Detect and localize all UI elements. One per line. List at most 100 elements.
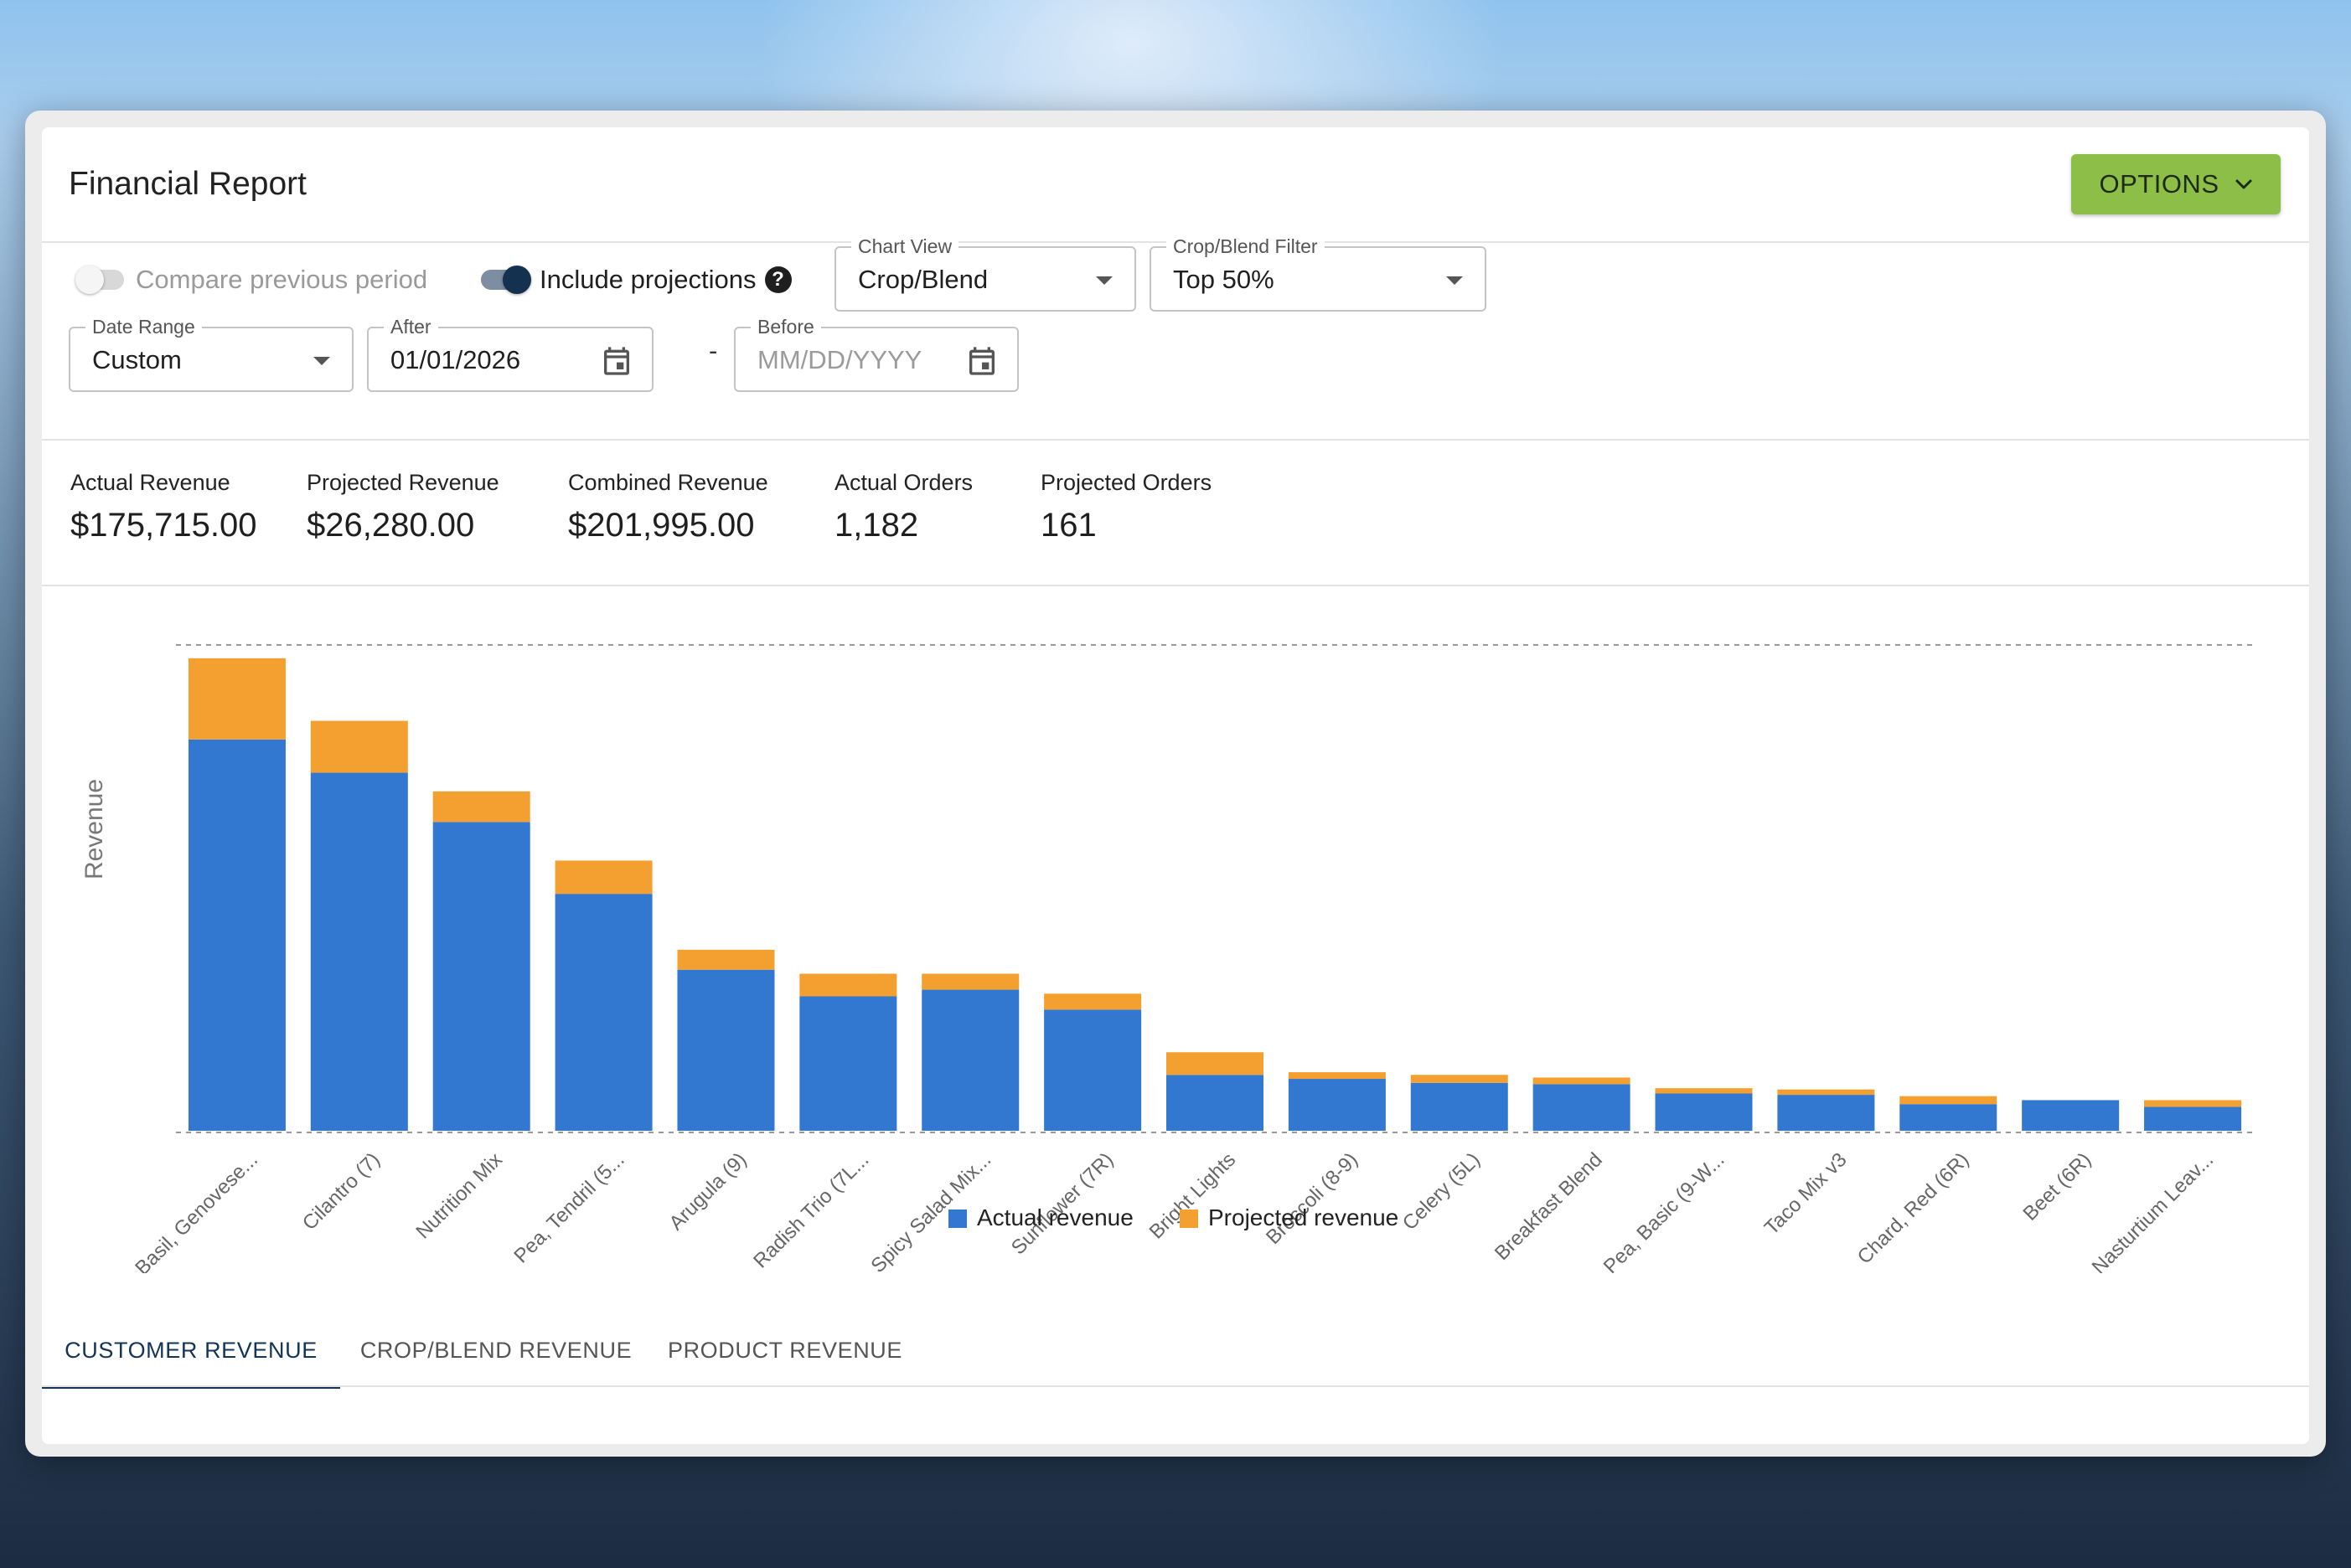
- projections-toggle-label: Include projections: [540, 265, 757, 294]
- bar-projected-revenue: [1777, 1089, 1875, 1096]
- stat-label: Actual Revenue: [70, 470, 230, 495]
- x-tick-label: Beet (6R): [2019, 1148, 2096, 1225]
- help-icon[interactable]: ?: [764, 266, 792, 293]
- tabs-divider: [42, 1385, 2309, 1387]
- stat-value: $201,995.00: [568, 507, 755, 544]
- tab-product-revenue[interactable]: PRODUCT REVENUE: [652, 1315, 918, 1385]
- date-range-select[interactable]: Date Range Custom: [69, 316, 354, 392]
- chart-view-select[interactable]: Chart View Crop/Blend: [834, 235, 1136, 312]
- bar-actual-revenue: [555, 894, 653, 1131]
- bar-projected-revenue: [432, 791, 530, 823]
- tab-label: PRODUCT REVENUE: [667, 1337, 903, 1363]
- date-range-label: Date Range: [85, 316, 202, 338]
- bar-actual-revenue: [1288, 1079, 1386, 1131]
- stat-projected-orders: Projected Orders 161: [1041, 469, 1212, 544]
- chart-view-value: Crop/Blend: [858, 265, 989, 294]
- crop-blend-filter-select[interactable]: Crop/Blend Filter Top 50%: [1150, 235, 1486, 312]
- options-button[interactable]: OPTIONS: [2071, 154, 2281, 214]
- bar-projected-revenue: [2144, 1100, 2242, 1107]
- caret-down-icon: [1446, 276, 1463, 285]
- x-tick-label: Pea, Tendril (5...: [509, 1148, 628, 1267]
- stat-value: $26,280.00: [307, 507, 475, 544]
- bar-projected-revenue: [555, 860, 653, 895]
- summary-stats: Actual Revenue $175,715.00 Projected Rev…: [42, 441, 2309, 586]
- stat-actual-orders: Actual Orders 1,182: [834, 469, 973, 544]
- compare-toggle-track[interactable]: [75, 266, 124, 294]
- before-date-label: Before: [751, 316, 821, 338]
- stat-label: Combined Revenue: [568, 470, 768, 495]
- bar-projected-revenue: [310, 720, 408, 773]
- x-tick-label: Chard, Red (6R): [1853, 1148, 1974, 1269]
- x-tick-label: Cilantro (7): [298, 1148, 385, 1235]
- x-tick-label: Arugula (9): [665, 1148, 752, 1235]
- chart-view-label: Chart View: [851, 235, 959, 257]
- caret-down-icon: [1096, 276, 1113, 285]
- stat-combined-revenue: Combined Revenue $201,995.00: [568, 469, 768, 544]
- bar-actual-revenue: [799, 996, 897, 1131]
- bar-actual-revenue: [1899, 1104, 1997, 1131]
- calendar-icon[interactable]: [600, 343, 633, 379]
- filter-panel: Compare previous period Include projecti…: [42, 235, 2309, 441]
- bar-projected-revenue: [1288, 1072, 1386, 1080]
- options-button-label: OPTIONS: [2099, 169, 2219, 199]
- projections-toggle-knob[interactable]: [503, 266, 531, 294]
- x-tick-label: Radish Trio (7L...: [749, 1148, 873, 1272]
- report-header: Financial Report OPTIONS: [42, 127, 2309, 243]
- after-date-field[interactable]: After 01/01/2026: [367, 316, 654, 392]
- bar-projected-revenue: [677, 949, 775, 970]
- calendar-icon[interactable]: [965, 343, 999, 379]
- stat-value: $175,715.00: [70, 507, 257, 544]
- legend-label-projected: Projected revenue: [1208, 1204, 1398, 1230]
- bar-actual-revenue: [310, 772, 408, 1131]
- stat-projected-revenue: Projected Revenue $26,280.00: [307, 469, 499, 544]
- x-tick-label: Nutrition Mix: [411, 1148, 506, 1243]
- bar-actual-revenue: [1166, 1075, 1263, 1131]
- stat-value: 161: [1041, 507, 1097, 544]
- bar-actual-revenue: [188, 739, 286, 1131]
- compare-previous-toggle[interactable]: Compare previous period: [75, 263, 427, 297]
- tab-customer-revenue[interactable]: CUSTOMER REVENUE: [42, 1315, 340, 1389]
- before-date-placeholder[interactable]: MM/DD/YYYY: [757, 345, 922, 374]
- stat-actual-revenue: Actual Revenue $175,715.00: [70, 469, 256, 544]
- bar-actual-revenue: [2144, 1106, 2242, 1131]
- revenue-bar-chart: Revenue Basil, Genovese... Cilantro (7) Nut…: [80, 644, 2254, 1273]
- crop-blend-filter-label: Crop/Blend Filter: [1166, 235, 1325, 257]
- bar-projected-revenue: [1899, 1096, 1997, 1105]
- bar-projected-revenue: [188, 658, 286, 740]
- bar-actual-revenue: [2022, 1100, 2120, 1131]
- bar-actual-revenue: [1532, 1084, 1630, 1131]
- compare-toggle-knob[interactable]: [75, 266, 104, 294]
- chevron-down-icon: [2235, 179, 2251, 189]
- date-range-value: Custom: [92, 345, 182, 374]
- page-title: Financial Report: [69, 166, 307, 202]
- bar-projected-revenue: [1410, 1075, 1508, 1083]
- after-date-value[interactable]: 01/01/2026: [390, 345, 521, 374]
- app-window: Financial Report OPTIONS Compare previou…: [25, 111, 2326, 1457]
- legend-swatch-projected: [1180, 1210, 1198, 1228]
- stat-label: Actual Orders: [834, 470, 974, 495]
- include-projections-toggle[interactable]: Include projections ?: [481, 263, 792, 297]
- x-tick-label: Broccoli (8-9): [1262, 1148, 1362, 1249]
- bar-projected-revenue: [922, 973, 1020, 990]
- legend-swatch-actual: [948, 1210, 967, 1228]
- report-card: Financial Report OPTIONS Compare previou…: [42, 127, 2309, 1444]
- bar-actual-revenue: [1777, 1095, 1875, 1131]
- bar-actual-revenue: [1655, 1093, 1753, 1131]
- x-tick-label: Celery (5L): [1398, 1148, 1485, 1235]
- caret-down-icon: [313, 357, 330, 365]
- bar-projected-revenue: [799, 973, 897, 997]
- revenue-tabs: CUSTOMER REVENUE CROP/BLEND REVENUE PROD…: [42, 1315, 2309, 1432]
- before-date-field[interactable]: Before MM/DD/YYYY: [734, 316, 1019, 392]
- date-separator: -: [709, 336, 718, 365]
- projections-toggle-track[interactable]: [481, 266, 531, 294]
- stat-label: Projected Orders: [1041, 470, 1212, 495]
- after-date-label: After: [384, 316, 438, 338]
- bar-actual-revenue: [922, 989, 1020, 1131]
- x-tick-label: Breakfast Blend: [1491, 1148, 1607, 1265]
- tab-crop-blend-revenue[interactable]: CROP/BLEND REVENUE: [354, 1315, 638, 1385]
- bar-projected-revenue: [1532, 1077, 1630, 1085]
- tab-label: CUSTOMER REVENUE: [65, 1337, 318, 1363]
- bar-projected-revenue: [1044, 993, 1142, 1010]
- bar-actual-revenue: [1410, 1082, 1508, 1131]
- x-tick-label: Pea, Basic (9-W...: [1599, 1148, 1729, 1273]
